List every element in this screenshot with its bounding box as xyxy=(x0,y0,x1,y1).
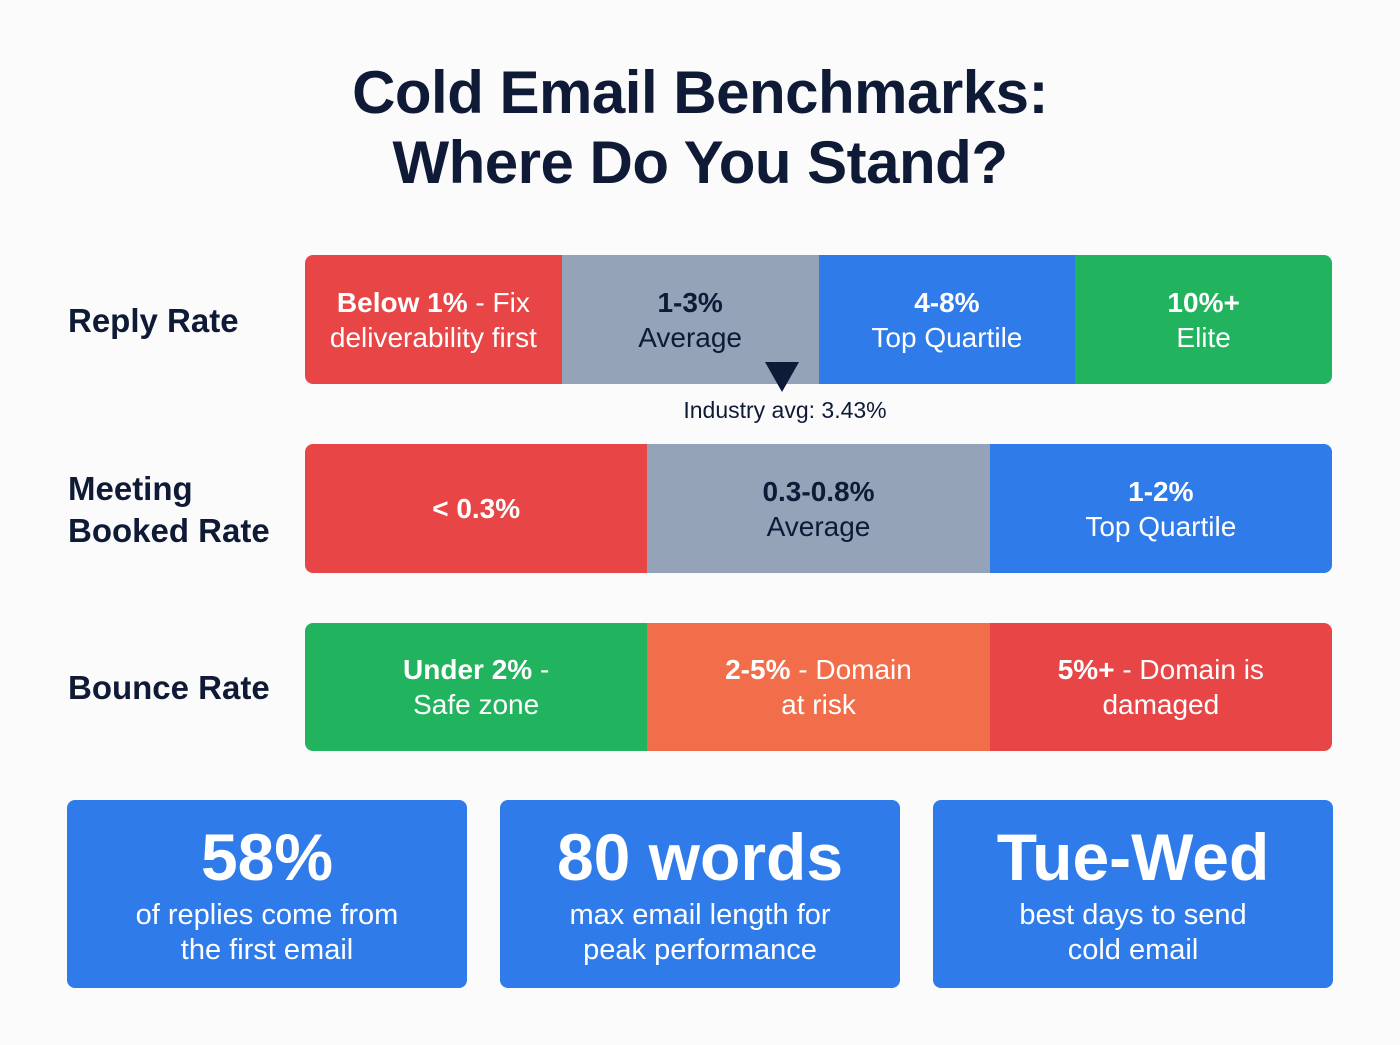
reply-rate-label: Reply Rate xyxy=(68,302,239,339)
stat-description: max email length for peak performance xyxy=(569,898,830,968)
segment-range: 2-5% xyxy=(725,654,791,685)
bounce-rate-bar: Under 2% - Safe zone 2-5% - Domain at ri… xyxy=(305,623,1332,751)
segment-label: Average xyxy=(638,321,743,353)
stat-card-best-days: Tue-Wed best days to send cold email xyxy=(933,800,1333,988)
industry-average-label: Industry avg: 3.43% xyxy=(683,397,887,423)
stat-value: Tue-Wed xyxy=(996,820,1270,894)
reply-rate-bar: Below 1% - Fix deliverability first 1-3%… xyxy=(305,255,1332,384)
stat-desc-line-2: peak performance xyxy=(583,934,817,966)
stat-card-email-length: 80 words max email length for peak perfo… xyxy=(500,800,900,988)
bounce-segment-damaged: 5%+ - Domain is damaged xyxy=(989,623,1332,751)
title-line-2: Where Do You Stand? xyxy=(392,129,1008,196)
industry-average-marker-icon xyxy=(765,362,799,392)
stat-desc-line-1: best days to send xyxy=(1019,899,1247,931)
label-line-1: Meeting xyxy=(68,470,193,507)
segment-note: - Fix xyxy=(467,286,530,318)
segment-range: 1-2% xyxy=(1128,475,1194,507)
meeting-segment-low: < 0.3% xyxy=(305,444,648,573)
segment-note-2: at risk xyxy=(781,689,856,720)
stat-desc-line-2: the first email xyxy=(180,934,354,966)
segment-note-2: damaged xyxy=(1102,689,1220,720)
reply-rate-segment-top-quartile: 4-8% Top Quartile xyxy=(818,255,1076,384)
stat-card-first-email-replies: 58% of replies come from the first email xyxy=(67,800,467,988)
segment-note: - Domain xyxy=(790,654,912,685)
segment-note-2: deliverability first xyxy=(329,321,537,353)
stat-value: 58% xyxy=(200,820,334,894)
page-title: Cold Email Benchmarks: Where Do You Stan… xyxy=(0,58,1400,198)
segment-range: 5%+ xyxy=(1057,654,1115,685)
segment-note-2: Safe zone xyxy=(413,689,540,720)
bounce-segment-safe: Under 2% - Safe zone xyxy=(305,623,648,751)
stat-desc-line-2: cold email xyxy=(1067,934,1199,966)
meeting-booked-rate-bar: < 0.3% 0.3-0.8% Average 1-2% Top Quartil… xyxy=(305,444,1332,573)
bounce-rate-label: Bounce Rate xyxy=(68,669,270,706)
segment-range: < 0.3% xyxy=(432,493,521,524)
stat-desc-line-1: max email length for xyxy=(569,899,831,931)
meeting-segment-top-quartile: 1-2% Top Quartile xyxy=(989,444,1332,573)
segment-range: 1-3% xyxy=(657,286,723,318)
stat-value: 80 words xyxy=(556,820,844,894)
meeting-segment-average: 0.3-0.8% Average xyxy=(647,444,990,573)
segment-range: 4-8% xyxy=(914,286,980,318)
label-line-2: Booked Rate xyxy=(68,512,270,549)
reply-rate-segment-elite: 10%+ Elite xyxy=(1075,255,1332,384)
segment-note: - Domain is xyxy=(1114,654,1264,685)
segment-range: 10%+ xyxy=(1167,286,1240,318)
reply-rate-segment-low: Below 1% - Fix deliverability first xyxy=(305,255,562,384)
segment-range: 0.3-0.8% xyxy=(762,475,875,507)
segment-range: Under 2% xyxy=(403,654,533,685)
segment-label: Elite xyxy=(1176,321,1231,353)
segment-label: Average xyxy=(766,510,871,542)
segment-label: Top Quartile xyxy=(871,321,1023,353)
segment-label: Top Quartile xyxy=(1085,510,1237,542)
segment-range: Below 1% xyxy=(336,286,468,318)
bounce-segment-at-risk: 2-5% - Domain at risk xyxy=(647,623,990,751)
stat-description: best days to send cold email xyxy=(1019,898,1246,968)
title-line-1: Cold Email Benchmarks: xyxy=(352,59,1048,126)
reply-rate-segment-average: 1-3% Average xyxy=(561,255,819,384)
stat-description: of replies come from the first email xyxy=(136,898,399,968)
meeting-booked-rate-label: Meeting Booked Rate xyxy=(68,468,270,552)
stat-desc-line-1: of replies come from xyxy=(135,899,399,931)
segment-note: - xyxy=(532,654,550,685)
